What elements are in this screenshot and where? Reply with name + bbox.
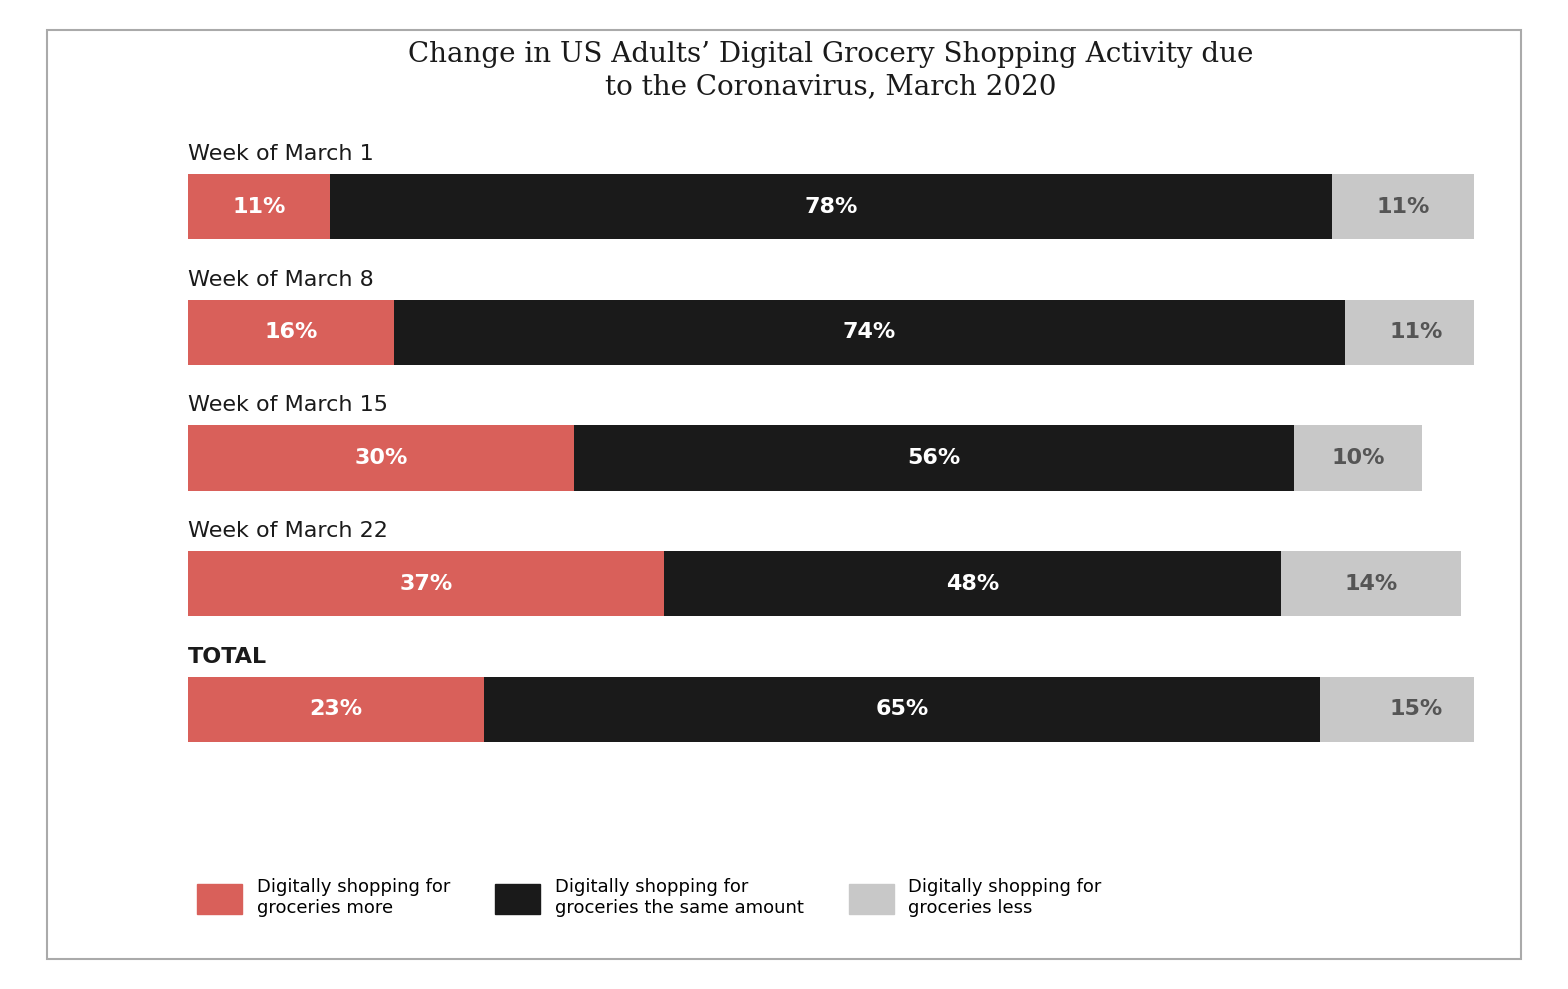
Title: Change in US Adults’ Digital Grocery Shopping Activity due
to the Coronavirus, M: Change in US Adults’ Digital Grocery Sho… <box>408 42 1254 100</box>
Bar <box>485 676 1320 742</box>
Text: 16%: 16% <box>265 322 318 342</box>
Text: Week of March 8: Week of March 8 <box>188 270 373 290</box>
Bar <box>329 174 1333 239</box>
Text: 78%: 78% <box>804 197 858 217</box>
Legend: Digitally shopping for
groceries more, Digitally shopping for
groceries the same: Digitally shopping for groceries more, D… <box>198 878 1102 917</box>
Text: 74%: 74% <box>844 322 897 342</box>
Text: 48%: 48% <box>946 574 999 593</box>
Bar <box>1333 174 1474 239</box>
Bar <box>1281 551 1461 616</box>
Text: Week of March 15: Week of March 15 <box>188 396 389 415</box>
Bar <box>1320 676 1513 742</box>
Bar <box>1345 300 1486 365</box>
Text: 56%: 56% <box>908 448 961 468</box>
Text: 23%: 23% <box>309 699 362 719</box>
Text: Week of March 1: Week of March 1 <box>188 144 373 164</box>
Text: 65%: 65% <box>875 699 928 719</box>
Bar <box>394 300 1345 365</box>
Bar <box>188 676 485 742</box>
Bar <box>188 174 329 239</box>
Bar <box>188 425 574 491</box>
Bar <box>663 551 1281 616</box>
Bar <box>1294 425 1422 491</box>
Bar <box>574 425 1294 491</box>
Text: 11%: 11% <box>1389 322 1443 342</box>
Text: TOTAL: TOTAL <box>188 647 267 667</box>
Bar <box>188 300 394 365</box>
Bar <box>188 551 663 616</box>
Text: 11%: 11% <box>232 197 285 217</box>
Text: 37%: 37% <box>400 574 453 593</box>
Text: 15%: 15% <box>1389 699 1443 719</box>
Text: 30%: 30% <box>354 448 408 468</box>
Text: 11%: 11% <box>1377 197 1430 217</box>
Text: Week of March 22: Week of March 22 <box>188 521 387 541</box>
Text: 10%: 10% <box>1331 448 1385 468</box>
Text: 14%: 14% <box>1344 574 1397 593</box>
